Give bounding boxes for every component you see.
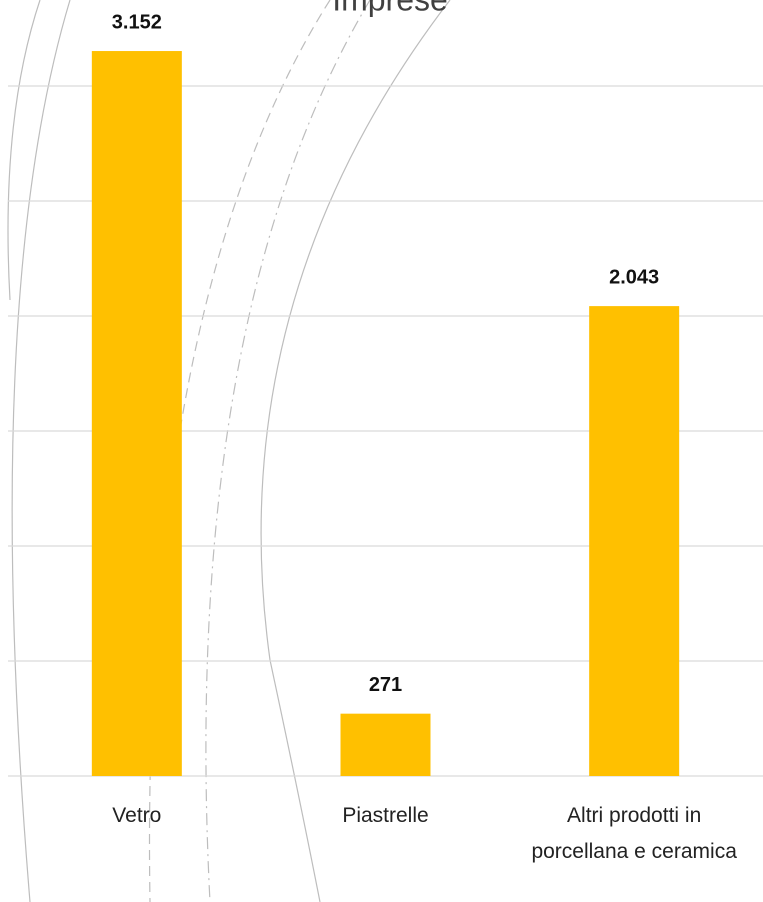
chart: Imprese 3.152 271 2.043	[0, 0, 763, 902]
value-label: 2.043	[609, 266, 659, 288]
chart-title: Imprese	[332, 0, 448, 17]
bar	[341, 714, 431, 776]
x-tick-label: Vetro	[32, 798, 242, 834]
value-label: 271	[369, 674, 402, 696]
value-label: 3.152	[112, 11, 162, 33]
x-tick-label: Piastrelle	[281, 798, 491, 834]
bar	[589, 306, 679, 776]
bar	[92, 51, 182, 776]
page: Imprese 3.152 271 2.043 Vetro Piastrelle Alt…	[0, 0, 763, 902]
x-tick-label: Altri prodotti in porcellana e ceramica	[529, 798, 739, 870]
